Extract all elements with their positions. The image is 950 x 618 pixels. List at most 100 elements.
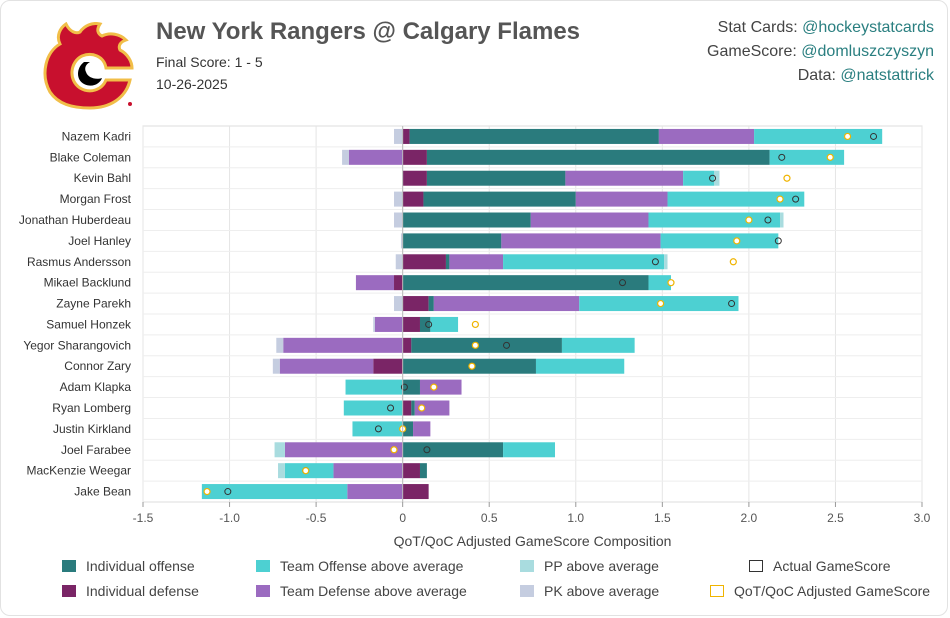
legend-swatch-team-defense [256,585,270,597]
bar-segment-team-def [284,442,403,458]
legend-label: PP above average [544,558,659,574]
gamescore-label: GameScore: [707,43,802,60]
legend-label: Actual GameScore [773,558,891,574]
bar-segment-team-off [683,170,715,186]
actual-gamescore-marker [778,153,786,161]
bar-segment-ind-def [402,463,420,479]
legend-swatch-individual-defense [62,585,76,597]
x-tick-label: 2.5 [827,511,844,525]
player-label: Joel Hanley [68,234,131,248]
bar-segment-team-def [283,337,403,353]
bar-segment-team-def [347,484,403,500]
legend-item-pp: PP above average [520,558,659,574]
bar-segment-pk [394,296,403,312]
legend-label: Team Offense above average [280,558,464,574]
adjusted-gamescore-marker [468,362,476,370]
bar-segment-team-off [648,212,781,228]
bar-segment-team-off [343,400,403,416]
calgary-flames-logo [43,22,134,110]
legend-swatch-adjusted [710,585,724,597]
bar-segment-ind-def [394,275,403,291]
bar-segment-team-def [355,275,395,291]
adjusted-gamescore-marker [733,237,741,245]
adjusted-gamescore-marker [390,446,398,454]
bar-segment-team-off [561,337,635,353]
gamescore-handle[interactable]: @domluszczyszyn [801,43,934,60]
stat-cards-label: Stat Cards: [717,19,803,36]
bar-segment-pk [342,149,350,165]
bar-segment-ind-def [402,149,427,165]
actual-gamescore-marker [224,488,232,496]
legend-label: QoT/QoC Adjusted GameScore [734,583,931,599]
bar-segment-ind-def [402,484,429,500]
adjusted-gamescore-marker [471,320,479,329]
legend-label: Individual defense [86,583,199,599]
actual-gamescore-marker [870,132,878,140]
x-tick-label: -1.5 [133,511,154,525]
bar-segment-pk [400,233,403,249]
bar-segment-team-def [414,400,450,416]
actual-gamescore-marker [423,446,431,454]
bar-segment-team-def [575,191,668,207]
bar-segment-ind-off [411,337,562,353]
actual-gamescore-marker [374,425,382,433]
player-label: Zayne Parekh [56,297,131,311]
bar-segment-ind-def [402,296,429,312]
actual-gamescore-marker [425,320,433,328]
bar-segment-team-def [658,128,755,144]
adjusted-gamescore-marker [418,404,426,412]
bar-segment-team-def [433,296,580,312]
x-tick-label: 0.5 [481,511,498,525]
legend-item-individual-offense: Individual offense [62,558,195,574]
legend-swatch-actual [749,560,763,572]
bar-segment-team-off [503,254,665,270]
adjusted-gamescore-marker [745,216,753,224]
bar-segment-pk [394,212,403,228]
x-tick-label: 1.5 [654,511,671,525]
actual-gamescore-marker [792,195,800,203]
bar-segment-team-off [754,128,883,144]
data-credit: Data: @natstattrick [707,64,934,88]
x-tick-label: -1.0 [219,511,240,525]
adjusted-gamescore-marker [203,487,211,496]
data-handle[interactable]: @natstattrick [840,67,934,84]
adjusted-gamescore-marker [302,467,310,475]
bar-segment-team-def [501,233,661,249]
bar-segment-team-off [430,316,459,332]
bar-segment-team-off [345,379,403,395]
bar-segment-ind-off [402,212,531,228]
bar-segment-team-off [503,442,556,458]
bar-segment-ind-off [402,421,414,437]
player-label: Kevin Bahl [74,171,131,185]
bar-segment-team-def [374,316,403,332]
legend-item-team-defense: Team Defense above average [256,583,467,599]
bar-segment-team-off [201,484,348,500]
bar-segment-pk [276,337,284,353]
legend-label: Individual offense [86,558,195,574]
chart-legend: Individual offense Team Offense above av… [0,556,950,606]
bar-segment-ind-off [423,191,576,207]
bar-segment-team-def [419,379,462,395]
actual-gamescore-marker [387,404,395,412]
legend-swatch-individual-offense [62,560,76,572]
bar-segment-team-def [565,170,684,186]
legend-label: Team Defense above average [280,583,467,599]
bar-segment-ind-def [402,128,410,144]
x-tick-label: 0 [399,511,406,525]
stat-cards-handle[interactable]: @hockeystatcards [802,19,934,36]
x-tick-label: 1.0 [567,511,584,525]
bar-segment-team-off [769,149,845,165]
legend-item-team-offense: Team Offense above average [256,558,463,574]
bar-segment-pp [664,254,668,270]
actual-gamescore-marker [709,174,717,182]
bar-segment-ind-off [402,275,649,291]
adjusted-gamescore-marker [657,299,665,308]
game-date: 10-26-2025 [156,76,228,92]
bar-segment-pk [373,316,375,332]
actual-gamescore-marker [764,216,772,224]
player-label: Blake Coleman [50,150,131,164]
actual-gamescore-marker [651,258,659,266]
adjusted-gamescore-marker [783,174,791,182]
adjusted-gamescore-marker [843,132,852,141]
